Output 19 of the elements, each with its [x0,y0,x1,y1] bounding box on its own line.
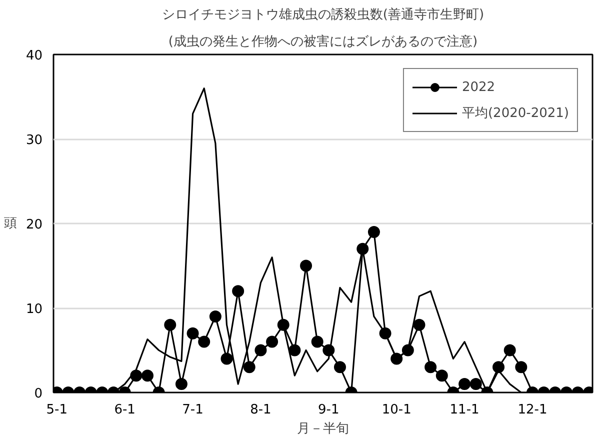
x-tick-label: 11-1 [450,402,480,418]
y-tick-label: 0 [34,386,43,402]
chart-subtitle: (成虫の発生と作物への被害にはズレがあるので注意) [168,34,478,50]
x-tick-label: 5-1 [46,402,68,418]
y-tick-label: 30 [26,133,43,148]
y-tick-label: 40 [26,48,43,64]
x-tick-label: 6-1 [114,402,136,418]
x-axis-title: 月－半旬 [297,422,349,436]
legend-label: 平均(2020-2021) [462,105,569,122]
x-tick-label: 8-1 [250,402,272,418]
x-tick-label: 12-1 [518,402,548,418]
x-tick-label: 7-1 [182,402,204,418]
x-tick-label: 9-1 [318,402,340,418]
y-tick-label: 20 [26,218,43,232]
y-tick-label: 10 [26,302,43,317]
legend-label: 2022 [462,80,496,94]
chart-title: シロイチモジヨトウ雄成虫の誘殺虫数(善通寺市生野町) [162,6,484,22]
x-tick-label: 10-1 [382,402,412,418]
y-axis-title: 頭 [4,216,17,231]
